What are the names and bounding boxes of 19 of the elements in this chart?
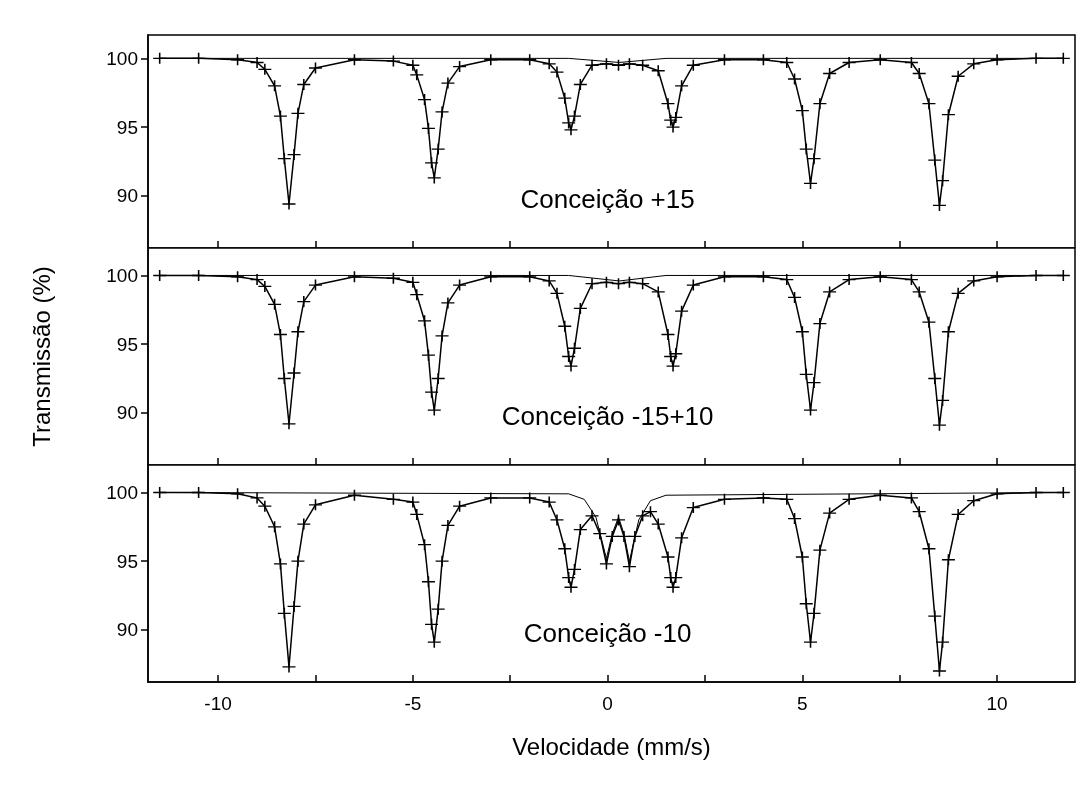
y-tick-label: 90 — [116, 185, 138, 207]
y-tick-label: 95 — [116, 116, 138, 138]
x-axis-title: Velocidade (mm/s) — [512, 732, 711, 760]
x-tick-label: -10 — [204, 693, 232, 714]
y-tick-label: 95 — [116, 333, 138, 355]
y-tick-label: 100 — [106, 481, 138, 503]
annotation: Conceição -15+10 — [501, 401, 714, 431]
y-tick-label: 95 — [116, 550, 138, 572]
x-tick-label: -5 — [404, 693, 422, 714]
annotation: Conceição -10 — [523, 618, 692, 648]
y-tick-label: 90 — [116, 619, 138, 641]
y-tick-label: 90 — [116, 402, 138, 424]
y-tick-label: 100 — [106, 47, 138, 69]
annotation: Conceição +15 — [520, 184, 695, 214]
x-tick-label: 5 — [797, 693, 808, 714]
x-tick-label: 10 — [986, 693, 1008, 714]
x-tick-label: 0 — [602, 693, 613, 714]
y-tick-label: 100 — [106, 264, 138, 286]
y-axis-title: Transmissão (%) — [27, 266, 55, 447]
